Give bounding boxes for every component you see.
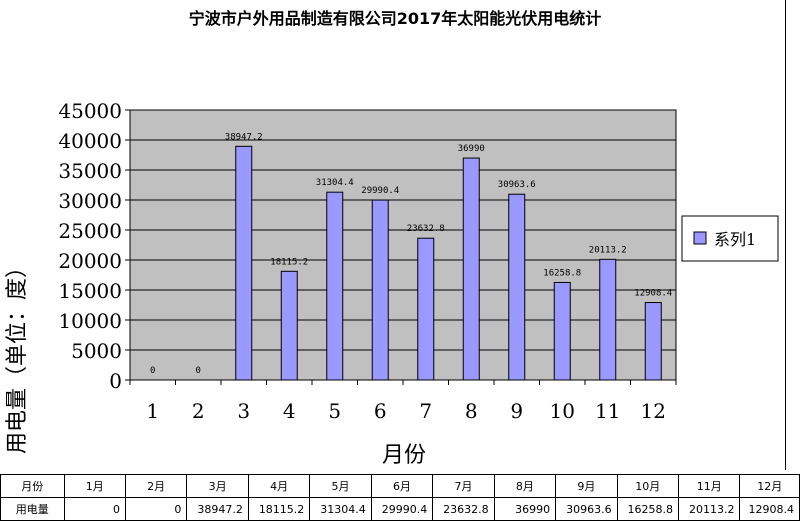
table-value-cell: 38947.2 [186,497,249,521]
y-tick-label: 0 [109,369,122,393]
bar-value-label: 18115.2 [270,257,308,267]
table-month-cell: 12月 [739,474,800,498]
y-tick-label: 10000 [58,309,122,333]
table-month-cell: 1月 [63,474,126,498]
legend-label: 系列1 [714,230,756,249]
chart-title: 宁波市户外用品制造有限公司2017年太阳能光伏用电统计 [189,9,602,28]
table-value-cell: 18115.2 [247,497,311,521]
y-tick-label: 40000 [58,129,122,153]
table-month-cell: 2月 [124,474,188,498]
bar [280,270,298,381]
x-tick-label: 4 [283,399,296,423]
table-value-cell: 0 [124,497,188,521]
bar [644,302,662,381]
plot-area [129,109,677,381]
table-header-label: 月份 [0,474,65,498]
bar [235,145,253,381]
bar-value-label: 12908.4 [634,289,672,299]
x-tick-label: 1 [146,399,159,423]
bar-value-label: 30963.6 [498,180,536,190]
y-axis-label: 用电量（单位：度） [5,256,30,454]
bar [508,193,526,381]
bar [462,157,480,381]
bar-value-label: 38947.2 [225,132,263,142]
table-value-row: 用电量 0 0 38947.2 18115.2 31304.4 29990.4 23632.… [0,497,800,521]
bar-value-label: 0 [150,366,155,376]
x-tick-label: 3 [237,399,250,423]
y-tick-label: 20000 [58,249,122,273]
bar-labels: 0 0 38947.2 18115.2 31304.4 29990.4 23632.8 369… [150,132,672,376]
table-value-cell: 29990.4 [370,497,434,521]
y-tick-label: 45000 [58,99,122,123]
x-axis-label: 月份 [382,443,426,468]
x-tick-label: 12 [641,399,666,423]
y-axis-ticks: 0 5000 10000 15000 20000 25000 30000 35000 40000… [58,99,130,393]
chart-area: 宁波市户外用品制造有限公司2017年太阳能光伏用电统计 0 5000 10000 15… [5,0,786,470]
table-month-cell: 4月 [247,474,311,498]
table-month-cell: 7月 [432,474,495,498]
bar-value-label: 16258.8 [543,268,581,278]
bar-value-label: 23632.8 [407,224,445,234]
y-tick-label: 15000 [58,279,122,303]
data-table: 月份 1月 2月 3月 4月 5月 6月 7月 8月 9月 10月 11月 12月 用电量 0 0 389… [0,474,800,521]
bars [235,145,662,381]
y-tick-label: 30000 [58,189,122,213]
x-tick-label: 9 [510,399,523,423]
x-tick-label: 5 [328,399,341,423]
x-tick-label: 7 [419,399,432,423]
x-axis-ticks: 1 2 3 4 5 6 7 8 9 10 11 12 [129,380,677,423]
x-tick-label: 10 [550,399,575,423]
bar-value-label: 29990.4 [361,186,399,196]
table-month-cell: 6月 [370,474,434,498]
table-month-cell: 10月 [616,474,680,498]
table-value-cell: 30963.6 [555,497,618,521]
table-value-cell: 23632.8 [432,497,495,521]
table-value-cell: 0 [63,497,126,521]
bar [553,281,571,381]
table-value-cell: 31304.4 [309,497,372,521]
bar [326,191,344,381]
x-tick-label: 8 [465,399,478,423]
bar-value-label: 0 [196,366,201,376]
bar-chart: 宁波市户外用品制造有限公司2017年太阳能光伏用电统计 050001000015… [5,9,779,468]
table-value-cell: 12908.4 [739,497,800,521]
legend-swatch [693,231,707,245]
x-tick-label: 6 [374,399,387,423]
grid-lines [130,139,676,351]
bar-value-label: 31304.4 [316,178,354,188]
table-value-cell: 16258.8 [616,497,680,521]
table-month-cell: 3月 [186,474,249,498]
table-month-cell: 8月 [493,474,557,498]
table-value-cell: 20113.2 [678,497,741,521]
table-header-row: 月份 1月 2月 3月 4月 5月 6月 7月 8月 9月 10月 11月 12月 [0,474,800,498]
bar [417,237,435,381]
bar [371,199,389,381]
bar [599,258,617,381]
table-month-cell: 9月 [555,474,618,498]
y-tick-label: 25000 [58,219,122,243]
table-row-label: 用电量 [0,497,65,521]
x-tick-label: 2 [192,399,205,423]
table-value-cell: 36990 [493,497,557,521]
y-tick-label: 35000 [58,159,122,183]
y-tick-label: 5000 [71,339,122,363]
bar-value-label: 20113.2 [589,245,627,255]
bar-value-label: 36990 [458,144,485,154]
x-tick-label: 11 [595,399,620,423]
table-month-cell: 11月 [678,474,741,498]
legend: 系列1 [681,215,779,262]
table-month-cell: 5月 [309,474,372,498]
